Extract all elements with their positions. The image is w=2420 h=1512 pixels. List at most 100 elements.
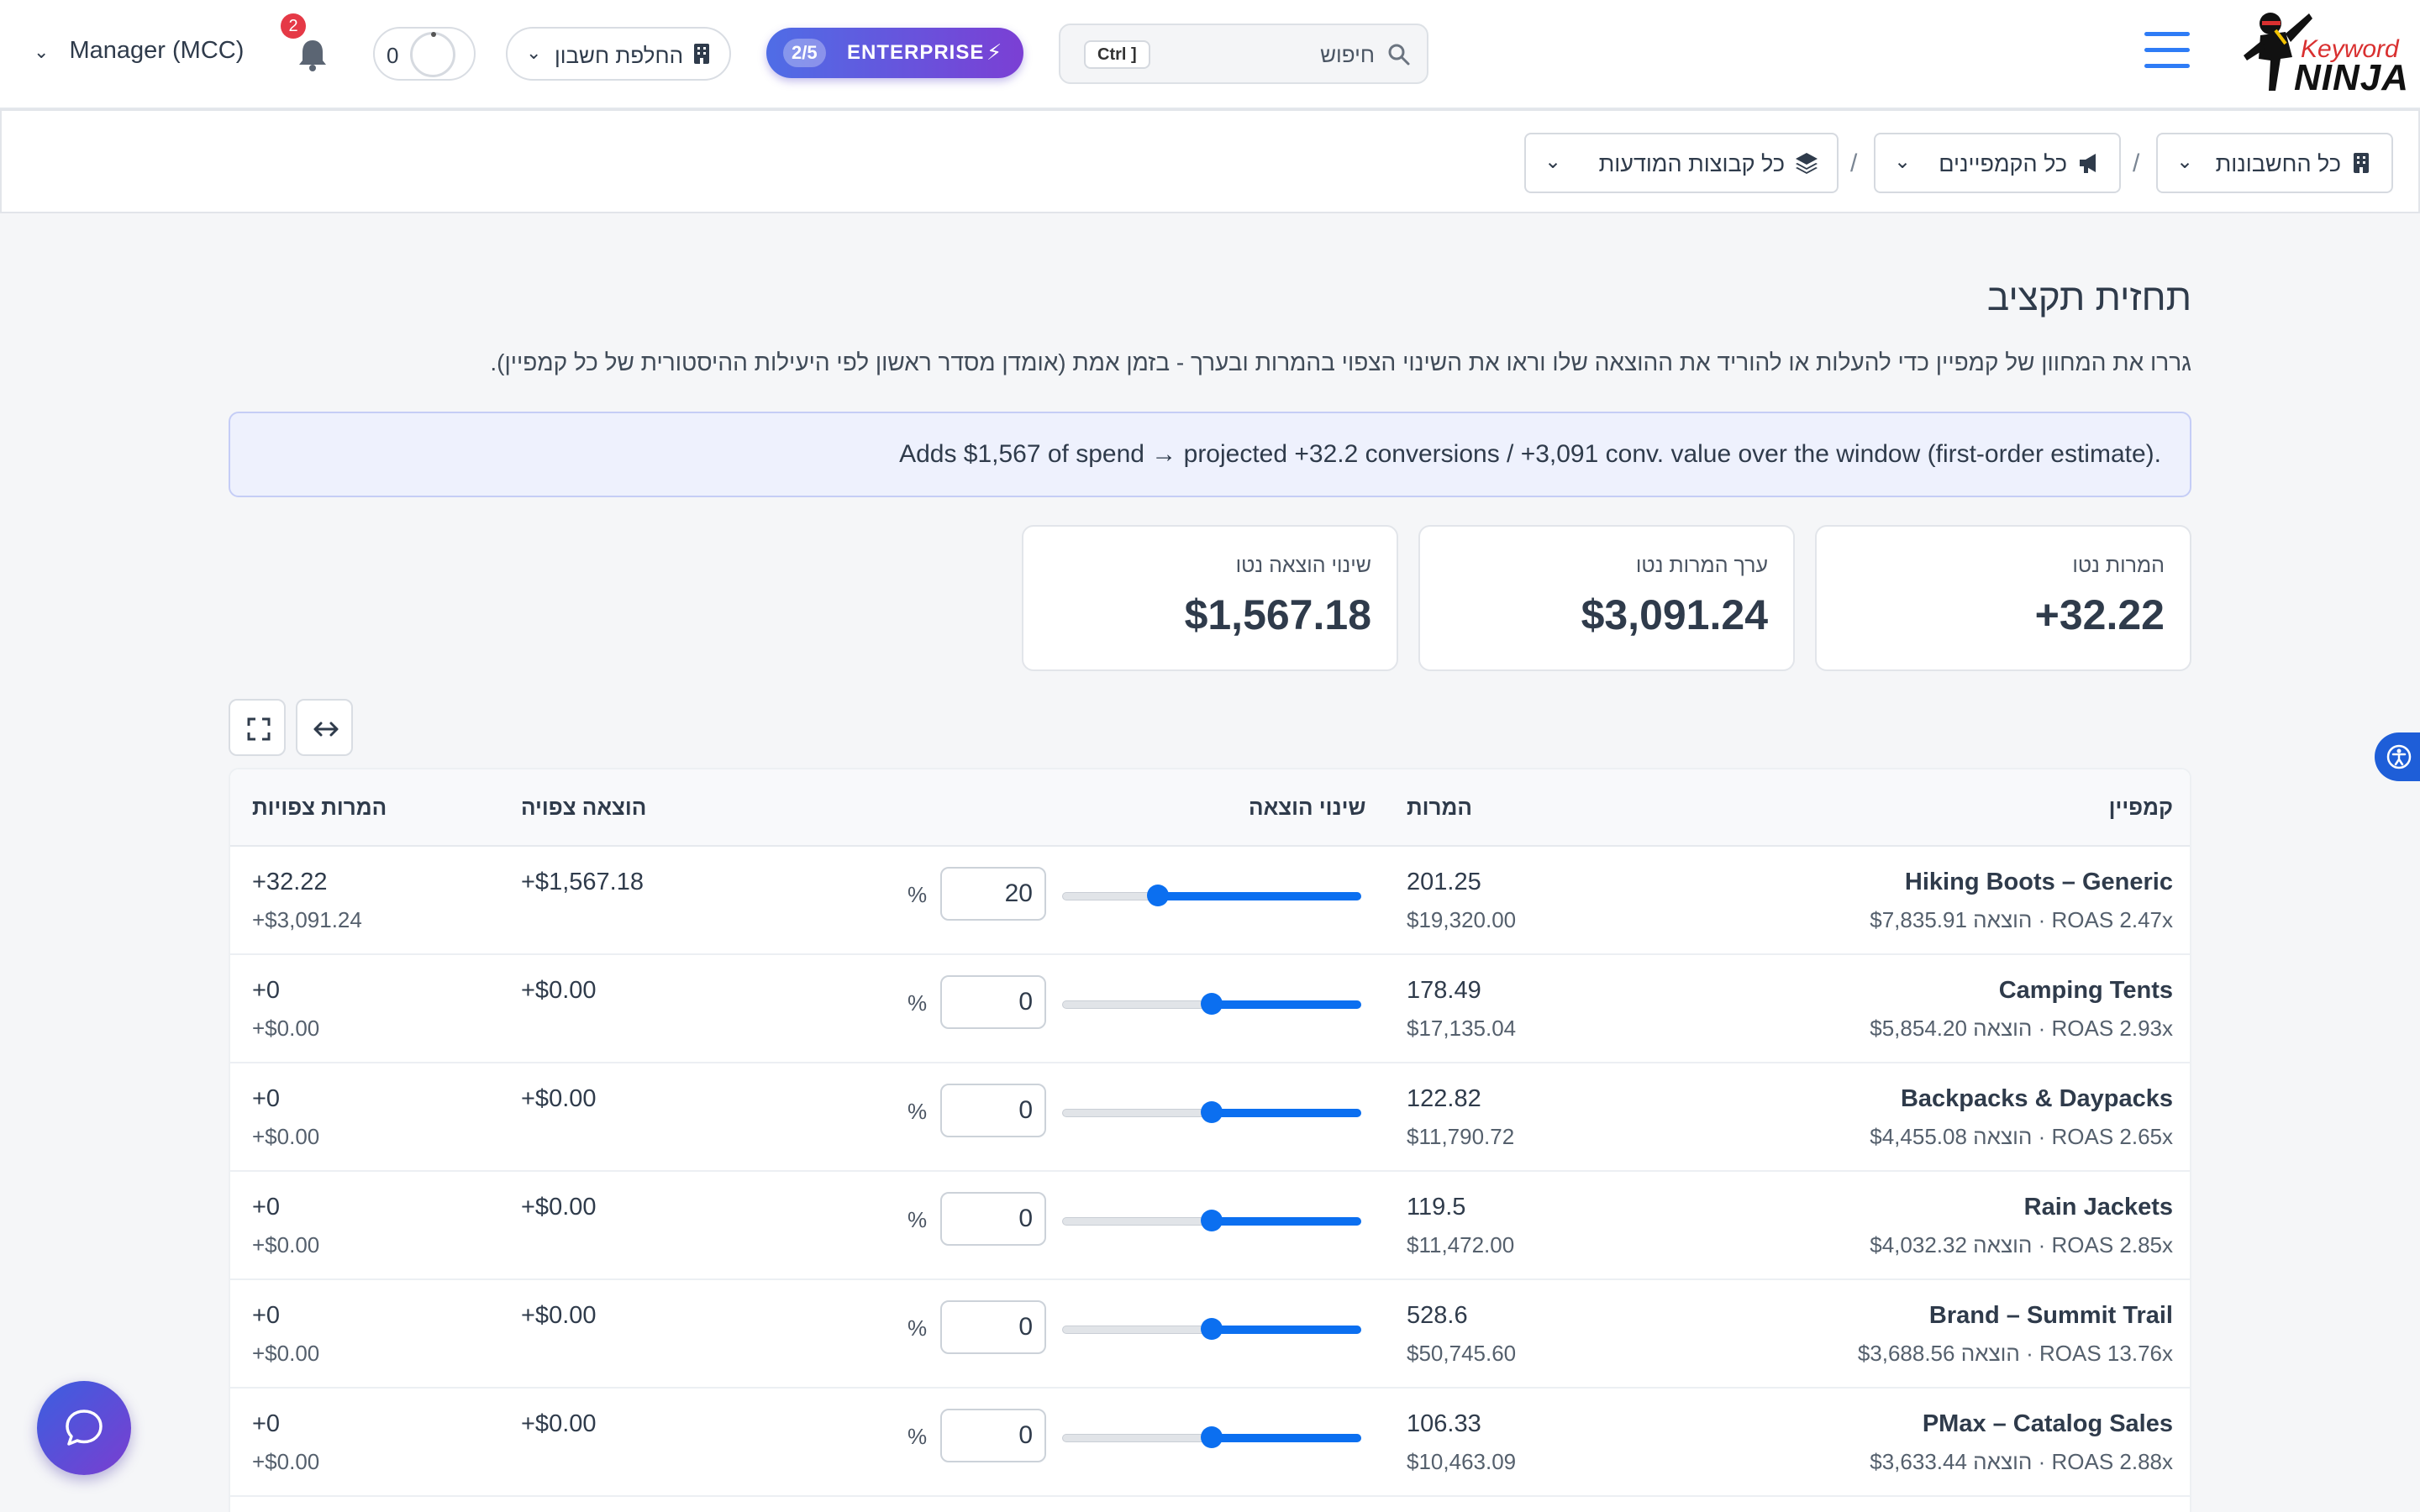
conversions-value: 528.6 xyxy=(1407,1302,1468,1329)
table-row: Rain Jackets $4,032.32 הוצאה · ROAS 2.85x… xyxy=(230,1172,2190,1280)
slider-handle[interactable] xyxy=(1147,885,1169,906)
accounts-filter-dropdown[interactable]: ⌄ כל החשבונות xyxy=(2156,133,2393,193)
notification-count-badge: 2 xyxy=(281,13,306,39)
spend-change-percent-input[interactable] xyxy=(940,1300,1046,1354)
campaign-name[interactable]: Backpacks & Daypacks xyxy=(1900,1085,2173,1112)
arrows-horizontal-icon xyxy=(313,722,339,737)
breadcrumb: ⌄ כל החשבונות / ⌄ כל הקמפיינים / ⌄ כל קב… xyxy=(0,109,2420,213)
projected-spend-value: +$0.00 xyxy=(521,1302,597,1329)
slider-handle[interactable] xyxy=(1201,1210,1223,1231)
projected-conversions-value: +0 xyxy=(252,1085,281,1112)
projected-conversions-value: +0 xyxy=(252,1194,281,1221)
search-box[interactable]: חיפוש Ctrl ] xyxy=(1059,24,1428,84)
page-title-text: תחזית תקציב xyxy=(1986,277,2191,318)
slider-handle[interactable] xyxy=(1201,993,1223,1015)
plan-badge-button[interactable]: 2/5 ENTERPRISE ⚡ xyxy=(766,28,1023,78)
column-header-projected-spend[interactable]: הוצאה צפויה xyxy=(521,795,647,820)
spend-change-percent-input[interactable] xyxy=(940,1409,1046,1462)
slider-fill xyxy=(1212,1326,1361,1334)
conversions-value: 122.82 xyxy=(1407,1085,1481,1112)
spend-change-slider[interactable] xyxy=(1062,1210,1361,1231)
keyword-ninja-logo[interactable]: Keyword NINJA xyxy=(2235,5,2408,99)
progress-ring-icon xyxy=(410,32,455,77)
campaign-name[interactable]: PMax – Catalog Sales xyxy=(1922,1410,2173,1437)
task-count: 0 xyxy=(387,43,399,68)
campaign-name[interactable]: Rain Jackets xyxy=(2023,1194,2173,1221)
layers-icon xyxy=(1796,153,1818,174)
column-header-projected-conversions[interactable]: המרות צפויות xyxy=(252,795,387,820)
conversion-value-amount: $11,790.72 xyxy=(1407,1124,1515,1149)
percent-sign: % xyxy=(908,882,928,907)
menu-toggle-button[interactable] xyxy=(2144,32,2190,74)
conversions-value: 106.33 xyxy=(1407,1410,1481,1437)
conversion-value-amount: $11,472.00 xyxy=(1407,1232,1515,1257)
conversions-value: 201.25 xyxy=(1407,869,1481,895)
column-header-campaign[interactable]: קמפיין xyxy=(2108,795,2173,820)
slider-fill xyxy=(1212,1000,1361,1009)
spend-change-percent-input[interactable] xyxy=(940,867,1046,921)
task-progress-indicator[interactable]: 0 xyxy=(373,27,476,81)
kpi-card-net-spend: שינוי הוצאה נטו $1,567.18 xyxy=(1022,525,1398,671)
campaigns-filter-dropdown[interactable]: ⌄ כל הקמפיינים xyxy=(1874,133,2121,193)
hamburger-line xyxy=(2144,64,2190,68)
projected-spend-value: +$0.00 xyxy=(521,1410,597,1437)
spend-change-percent-input[interactable] xyxy=(940,1192,1046,1246)
percent-sign: % xyxy=(908,990,928,1016)
logo-word-keyword: Keyword xyxy=(2301,35,2399,63)
projected-conversion-value: +$0.00 xyxy=(252,1232,320,1257)
kpi-card-net-conversions: המרות נטו +32.22 xyxy=(1815,525,2191,671)
accounts-filter-label: כל החשבונות xyxy=(2215,151,2341,176)
campaign-name[interactable]: Hiking Boots – Generic xyxy=(1904,869,2173,895)
slider-fill xyxy=(1212,1434,1361,1442)
account-menu-button[interactable]: ⌄ Manager (MCC) xyxy=(34,37,244,65)
chevron-down-icon: ⌄ xyxy=(34,41,50,62)
slider-fill xyxy=(1212,1109,1361,1117)
campaign-spend-roas: $4,032.32 הוצאה · ROAS 2.85x xyxy=(1870,1232,2173,1257)
column-header-spend-change[interactable]: שינוי הוצאה xyxy=(1249,795,1366,820)
campaign-name[interactable]: Camping Tents xyxy=(1998,977,2173,1004)
building-icon xyxy=(694,44,709,64)
projected-conversion-value: +$0.00 xyxy=(252,1016,320,1041)
accessibility-icon xyxy=(2386,744,2412,769)
campaign-spend-roas: $7,835.91 הוצאה · ROAS 2.47x xyxy=(1870,907,2173,932)
table-row: PMax – Catalog Sales $3,633.44 הוצאה · RO… xyxy=(230,1389,2190,1497)
bolt-icon: ⚡ xyxy=(986,39,1002,65)
page-description: גררו את המחוון של קמפיין כדי להעלות או ל… xyxy=(490,349,2191,375)
breadcrumb-separator: / xyxy=(1850,150,1858,177)
chat-widget-button[interactable] xyxy=(37,1381,131,1475)
slider-handle[interactable] xyxy=(1201,1101,1223,1123)
spend-change-percent-input[interactable] xyxy=(940,1084,1046,1137)
projected-conversions-value: +0 xyxy=(252,1410,281,1437)
spend-change-percent-input[interactable] xyxy=(940,975,1046,1029)
spend-change-slider[interactable] xyxy=(1062,1426,1361,1448)
column-header-conversions[interactable]: המרות xyxy=(1407,795,1472,820)
accessibility-button[interactable] xyxy=(2375,732,2420,781)
switch-account-button[interactable]: ⌄ החלפת חשבון xyxy=(506,27,731,81)
slider-handle[interactable] xyxy=(1201,1426,1223,1448)
slider-handle[interactable] xyxy=(1201,1318,1223,1340)
expand-icon xyxy=(247,717,271,741)
notifications-bell-icon[interactable] xyxy=(296,37,329,72)
search-icon xyxy=(1388,44,1410,66)
campaign-name[interactable]: Brand – Summit Trail xyxy=(1928,1302,2173,1329)
kpi-label: שינוי הוצאה נטו xyxy=(1235,554,1371,577)
page-title: תחזית תקציב xyxy=(1987,277,2191,319)
fullscreen-button[interactable] xyxy=(229,699,286,756)
projected-conversion-value: +$0.00 xyxy=(252,1341,320,1366)
spend-change-slider[interactable] xyxy=(1062,993,1361,1015)
campaign-spend-roas: $5,854.20 הוצאה · ROAS 2.93x xyxy=(1870,1016,2173,1041)
slider-fill xyxy=(1158,892,1361,900)
conversion-value-amount: $19,320.00 xyxy=(1407,907,1517,932)
spend-change-slider[interactable] xyxy=(1062,1101,1361,1123)
megaphone-icon xyxy=(2080,154,2096,173)
toggle-width-button[interactable] xyxy=(296,699,353,756)
table-row: Camping Tents $5,854.20 הוצאה · ROAS 2.93… xyxy=(230,955,2190,1063)
spend-change-slider[interactable] xyxy=(1062,885,1361,906)
spend-change-slider[interactable] xyxy=(1062,1318,1361,1340)
chat-bubble-icon xyxy=(66,1410,103,1446)
plan-name: ENTERPRISE xyxy=(847,41,985,64)
chevron-down-icon: ⌄ xyxy=(526,42,542,63)
ad-groups-filter-dropdown[interactable]: ⌄ כל קבוצות המודעות xyxy=(1524,133,1839,193)
projected-conversion-value: +$0.00 xyxy=(252,1124,320,1149)
chevron-down-icon: ⌄ xyxy=(1544,150,1562,173)
